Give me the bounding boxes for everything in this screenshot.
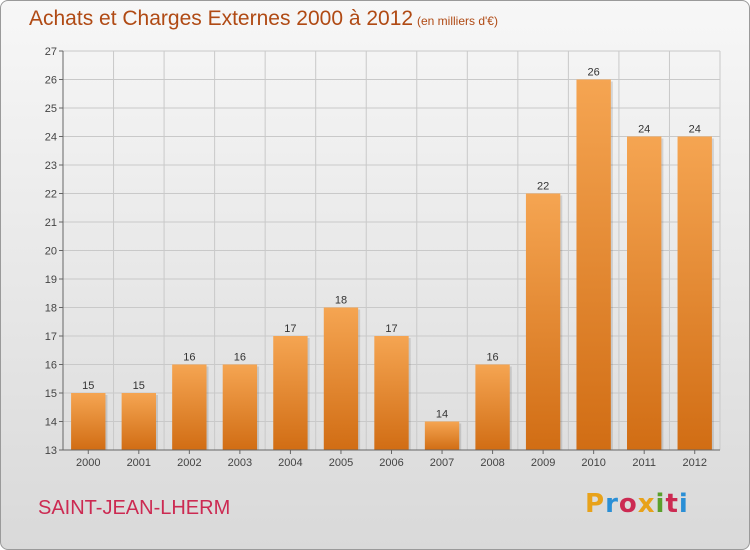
x-tick-label: 2007 xyxy=(430,457,454,469)
x-tick-label: 2009 xyxy=(531,457,555,469)
logo-letter: t xyxy=(665,489,679,519)
y-tick-label: 17 xyxy=(45,331,57,343)
logo-letter: i xyxy=(678,489,689,519)
data-label: 26 xyxy=(588,67,600,79)
logo-letter: x xyxy=(637,489,656,519)
y-tick-label: 19 xyxy=(45,274,57,286)
y-tick-label: 23 xyxy=(45,160,57,172)
data-label: 15 xyxy=(82,380,94,392)
y-tick-label: 14 xyxy=(45,417,57,429)
data-label: 16 xyxy=(234,352,246,364)
y-tick-label: 18 xyxy=(45,303,57,315)
data-label: 24 xyxy=(638,124,650,136)
y-tick-label: 25 xyxy=(45,103,57,115)
x-tick-label: 2012 xyxy=(682,457,706,469)
proxiti-logo: Proxiti xyxy=(585,489,689,519)
data-label: 17 xyxy=(284,323,296,335)
y-tick-label: 26 xyxy=(45,75,57,87)
data-label: 18 xyxy=(335,295,347,307)
bar xyxy=(475,364,510,450)
y-tick-label: 20 xyxy=(45,246,57,258)
y-tick-label: 15 xyxy=(45,388,57,400)
bar xyxy=(627,136,662,450)
logo-letter: o xyxy=(618,489,638,519)
data-label: 15 xyxy=(133,380,145,392)
logo-letter: P xyxy=(585,489,606,519)
bar xyxy=(374,336,409,450)
bar xyxy=(121,393,156,450)
bar xyxy=(677,136,712,450)
bar xyxy=(323,307,359,450)
x-tick-label: 2002 xyxy=(177,457,201,469)
bar xyxy=(576,79,611,450)
y-tick-label: 24 xyxy=(45,132,57,144)
bar xyxy=(273,336,308,450)
bar xyxy=(424,421,460,450)
chart-subtitle: (en milliers d'€) xyxy=(417,14,498,28)
x-tick-label: 2008 xyxy=(480,457,504,469)
data-label: 16 xyxy=(183,352,195,364)
bar xyxy=(222,364,258,450)
x-tick-label: 2001 xyxy=(127,457,151,469)
y-tick-label: 16 xyxy=(45,360,57,372)
x-tick-label: 2004 xyxy=(278,457,302,469)
bar xyxy=(172,364,207,450)
x-tick-label: 2006 xyxy=(379,457,403,469)
data-label: 24 xyxy=(689,124,701,136)
y-tick-label: 21 xyxy=(45,217,57,229)
y-tick-label: 13 xyxy=(45,445,57,457)
y-tick-label: 27 xyxy=(45,46,57,58)
x-tick-label: 2010 xyxy=(581,457,605,469)
data-label: 16 xyxy=(486,352,498,364)
x-tick-label: 2005 xyxy=(329,457,353,469)
y-tick-label: 22 xyxy=(45,189,57,201)
place-name: SAINT-JEAN-LHERM xyxy=(38,497,231,519)
logo-letter: i xyxy=(655,489,666,519)
data-label: 14 xyxy=(436,409,448,421)
x-tick-label: 2000 xyxy=(76,457,100,469)
data-label: 17 xyxy=(385,323,397,335)
x-tick-label: 2003 xyxy=(228,457,252,469)
bar xyxy=(525,193,561,450)
bar xyxy=(71,393,106,450)
data-label: 22 xyxy=(537,181,549,193)
logo-letter: r xyxy=(605,489,619,519)
chart-title: Achats et Charges Externes 2000 à 2012 xyxy=(29,7,414,30)
x-tick-label: 2011 xyxy=(632,457,656,469)
